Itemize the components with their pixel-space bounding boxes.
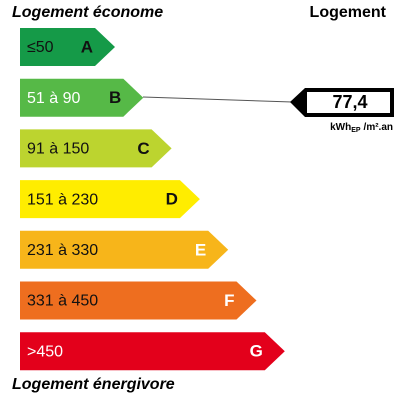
class-bar xyxy=(20,332,285,371)
class-letter: C xyxy=(137,139,149,158)
class-bar xyxy=(20,129,172,168)
class-letter: G xyxy=(250,342,263,361)
indicator-box xyxy=(307,92,390,113)
class-bar xyxy=(20,180,200,219)
footer: Logement énergivore xyxy=(12,376,175,393)
unit-suffix: /m².an xyxy=(364,122,393,133)
indicator-line xyxy=(142,96,293,103)
class-letter: E xyxy=(195,240,206,259)
indicator-unit: kWhEP/m².an xyxy=(330,122,393,134)
unit-sub: EP xyxy=(351,127,361,134)
class-range: >450 xyxy=(27,343,63,360)
class-range: 151 à 230 xyxy=(27,191,98,208)
header-left: Logement économe xyxy=(12,4,163,21)
unit: kWh xyxy=(330,122,351,133)
class-range: ≤50 xyxy=(27,39,54,56)
class-range: 51 à 90 xyxy=(27,90,80,107)
class-range: 331 à 450 xyxy=(27,293,98,310)
class-range: 231 à 330 xyxy=(27,242,98,259)
class-letter: D xyxy=(166,190,178,209)
class-bar xyxy=(20,78,144,117)
indicator-value: 77,4 xyxy=(332,92,367,112)
class-letter: F xyxy=(224,291,234,310)
class-range: 91 à 150 xyxy=(27,141,89,158)
class-bar xyxy=(20,28,115,66)
header-right: Logement xyxy=(310,4,387,21)
class-bar xyxy=(20,281,257,320)
class-letter: A xyxy=(81,37,93,56)
class-bar xyxy=(20,230,229,269)
class-letter: B xyxy=(109,88,121,107)
